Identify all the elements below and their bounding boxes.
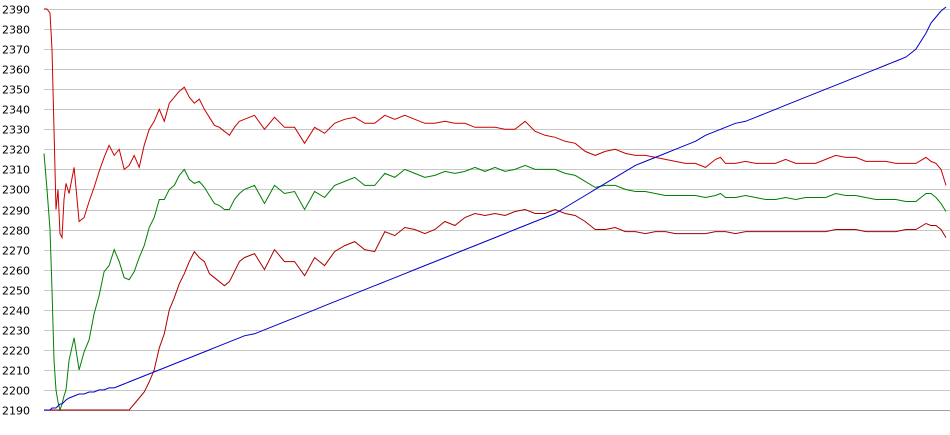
y-tick-label: 2270	[2, 245, 30, 258]
y-tick-label: 2340	[2, 104, 30, 117]
y-tick-label: 2350	[2, 84, 30, 97]
series-line-4	[44, 6, 947, 411]
y-tick-label: 2380	[2, 24, 30, 37]
y-tick-label: 2240	[2, 305, 30, 318]
chart-grid	[44, 9, 950, 411]
y-tick-label: 2220	[2, 345, 30, 358]
y-tick-label: 2280	[2, 225, 30, 238]
y-tick-label: 2190	[2, 405, 30, 418]
y-tick-label: 2230	[2, 325, 30, 338]
series-line-3	[44, 208, 947, 411]
series-layer	[43, 6, 947, 412]
y-tick-label: 2320	[2, 144, 30, 157]
y-tick-label: 2370	[2, 44, 30, 57]
y-tick-label: 2390	[2, 4, 30, 17]
y-tick-label: 2290	[2, 205, 30, 218]
y-tick-label: 2260	[2, 265, 30, 278]
y-tick-label: 2300	[2, 184, 30, 197]
y-tick-label: 2360	[2, 64, 30, 77]
y-tick-label: 2330	[2, 124, 30, 137]
series-line-2	[43, 153, 947, 412]
y-tick-label: 2200	[2, 385, 30, 398]
y-tick-label: 2310	[2, 164, 30, 177]
y-tick-label: 2250	[2, 285, 30, 298]
y-tick-label: 2210	[2, 365, 30, 378]
y-axis-ticks: 2190 2200 2210 2220 2230 2240 2250 2260 2270 2280…	[2, 4, 30, 418]
series-line-1	[44, 8, 947, 240]
